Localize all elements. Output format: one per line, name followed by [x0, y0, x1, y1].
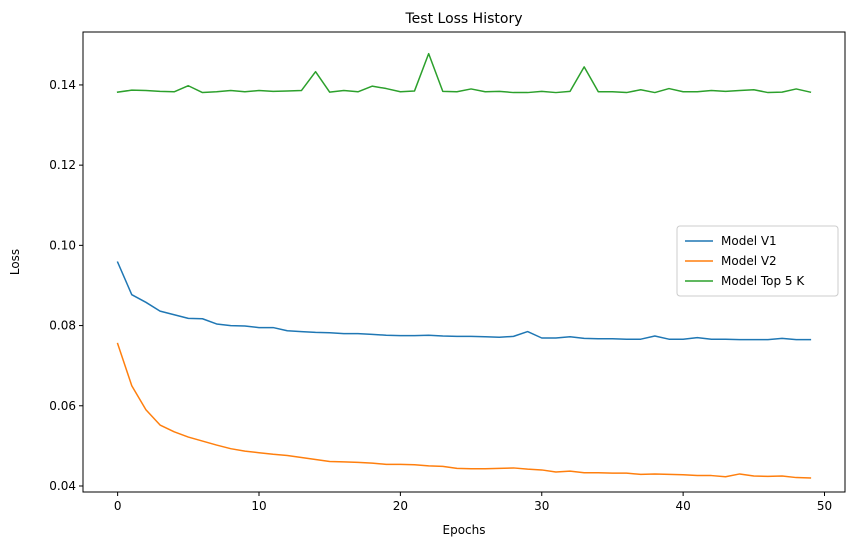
chart-title: Test Loss History	[405, 11, 523, 27]
x-tick-label-30: 30	[534, 499, 549, 513]
legend-label-model-v2: Model V2	[721, 254, 777, 268]
x-tick-label-0: 0	[114, 499, 122, 513]
legend-label-model-top-5-k: Model Top 5 K	[721, 274, 805, 288]
series-line-model-v1	[116, 261, 812, 341]
legend-label-model-v1: Model V1	[721, 234, 777, 248]
series-line-model-v2	[116, 342, 812, 479]
plot-frame	[82, 31, 846, 493]
legend: Model V1 Model V2 Model Top 5 K	[676, 225, 839, 297]
y-tick-label-1: 0.06	[49, 399, 76, 413]
y-axis: 0.04 0.06 0.08 0.10 0.12 0.14	[49, 78, 83, 493]
y-tick-label-5: 0.14	[49, 78, 76, 92]
series-line-model-top-5-k	[116, 52, 812, 94]
x-tick-label-10: 10	[251, 499, 266, 513]
x-axis-label: Epochs	[443, 523, 486, 537]
y-tick-label-0: 0.04	[49, 479, 76, 493]
y-tick-label-4: 0.12	[49, 158, 76, 172]
y-axis-label: Loss	[8, 249, 22, 275]
y-tick-label-2: 0.08	[49, 319, 76, 333]
x-tick-label-50: 50	[817, 499, 832, 513]
plot-series	[116, 52, 812, 479]
legend-box	[676, 225, 839, 297]
x-axis: 0 10 20 30 40 50	[114, 492, 832, 513]
x-tick-label-20: 20	[393, 499, 408, 513]
y-tick-label-3: 0.10	[49, 238, 76, 252]
x-tick-label-40: 40	[675, 499, 690, 513]
